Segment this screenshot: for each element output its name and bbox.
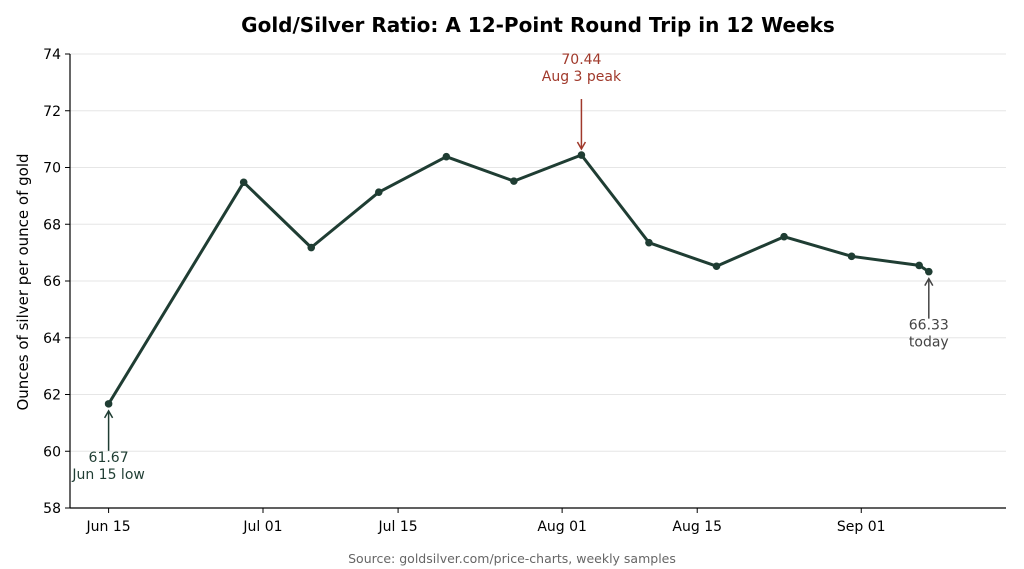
x-tick-label: Aug 15: [672, 519, 722, 535]
y-ticks: 58 60 62 64 66 68 70 72 74: [43, 47, 70, 517]
annotation-label: today: [909, 335, 949, 351]
data-point: [307, 243, 316, 252]
y-tick-label: 70: [43, 161, 61, 177]
annotation-label: Jun 15 low: [71, 467, 145, 483]
data-point: [915, 261, 923, 270]
y-tick-label: 72: [43, 104, 61, 120]
data-point: [374, 188, 383, 196]
data-point: [104, 400, 113, 408]
y-tick-label: 64: [43, 331, 61, 347]
data-point: [712, 262, 721, 271]
data-point: [577, 151, 586, 159]
annotation-arrow-head: [576, 141, 587, 151]
series-line-path: [107, 153, 931, 406]
annotation-arrow-head: [924, 277, 934, 287]
grid-lines: [70, 53, 1006, 509]
y-tick-label: 62: [43, 388, 61, 404]
y-tick-label: 74: [43, 47, 61, 63]
x-tick-label: Jul 01: [242, 519, 282, 535]
y-tick-label: 58: [43, 501, 61, 517]
x-tick-label: Jun 15: [86, 519, 131, 535]
x-tick-label: Jul 15: [378, 519, 418, 535]
annotation-value: 66.33: [909, 318, 949, 334]
data-points: [104, 151, 933, 408]
y-tick-label: 60: [43, 444, 61, 460]
annotation-value: 61.67: [89, 450, 129, 466]
annotation-label: Aug 3 peak: [542, 69, 622, 85]
x-ticks: Jun 15 Jul 01 Jul 15 Aug 01 Aug 15 Sep 01: [86, 508, 886, 535]
source-note: Source: goldsilver.com/price-charts, wee…: [348, 551, 676, 566]
y-tick-label: 68: [43, 217, 61, 233]
data-point: [239, 178, 248, 187]
y-axis-label: Ounces of silver per ounce of gold: [14, 153, 32, 410]
data-point: [925, 267, 933, 276]
x-tick-label: Aug 01: [537, 519, 587, 535]
data-point: [847, 252, 856, 261]
data-point: [780, 232, 788, 241]
data-point: [510, 177, 518, 185]
chart-title: Gold/Silver Ratio: A 12-Point Round Trip…: [241, 13, 835, 37]
x-tick-label: Sep 01: [837, 519, 886, 535]
y-tick-label: 66: [43, 274, 61, 290]
data-point: [442, 152, 451, 161]
data-point: [645, 238, 653, 247]
annotation-value: 70.44: [561, 52, 601, 68]
series-line: [107, 153, 931, 406]
annotation-arrow-head: [103, 409, 114, 419]
